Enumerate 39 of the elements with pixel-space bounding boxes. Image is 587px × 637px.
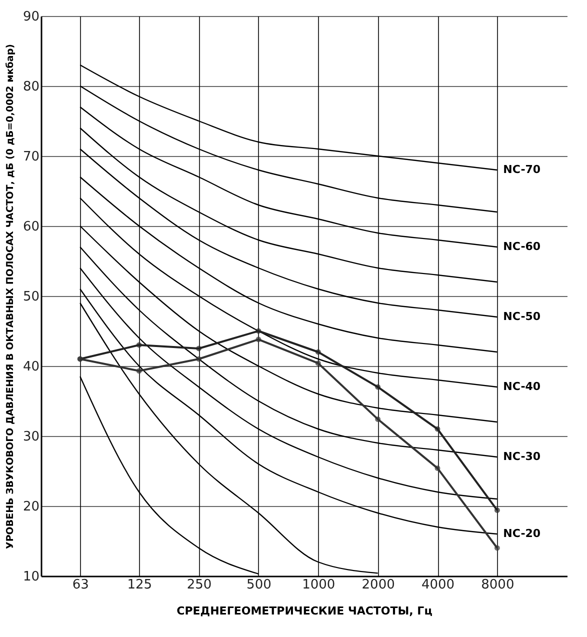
x-tick-label: 2000 — [362, 578, 395, 592]
point — [196, 346, 202, 352]
series-label: NC-70 — [503, 163, 541, 176]
x-tick-label: 250 — [186, 578, 212, 592]
y-tick-label: 80 — [22, 80, 40, 94]
y-tick-label: 60 — [22, 220, 40, 234]
point — [256, 328, 262, 334]
y-tick-label: 30 — [22, 430, 40, 444]
x-tick-label: 4000 — [421, 578, 455, 592]
series-label: NC-40 — [503, 380, 541, 393]
point — [494, 545, 500, 551]
point — [315, 349, 321, 355]
point — [494, 507, 500, 513]
x-tick-label: 63 — [72, 578, 89, 592]
y-tick-label: 90 — [22, 10, 40, 24]
point — [375, 384, 381, 390]
y-tick-label: 20 — [22, 500, 40, 514]
series-label: NC-60 — [503, 240, 541, 253]
y-tick-label: 50 — [22, 290, 40, 304]
y-tick-label: 70 — [22, 150, 40, 164]
series-label: NC-20 — [503, 527, 541, 540]
point — [256, 336, 262, 342]
y-tick-label: 10 — [22, 570, 40, 584]
x-tick-label: 500 — [246, 578, 272, 592]
point — [434, 426, 440, 432]
point — [136, 342, 142, 348]
point — [315, 360, 321, 366]
x-tick-label: 125 — [127, 578, 152, 592]
x-axis-title: СРЕДНЕГЕОМЕТРИЧЕСКИЕ ЧАСТОТЫ, Гц — [176, 604, 432, 618]
series-label: NC-30 — [503, 450, 541, 463]
point — [434, 465, 440, 471]
series-label: NC-50 — [503, 310, 541, 323]
y-axis-title: УРОВЕНЬ ЗВУКОВОГО ДАВЛЕНИЯ В ОКТАВНЫХ ПОЛОСАХ ЧАСТОТ, дБ (0 дБ=0,0002 мкбар) — [4, 44, 16, 549]
y-tick-label: 40 — [22, 360, 40, 374]
point — [375, 416, 381, 422]
x-tick-label: 8000 — [481, 578, 514, 592]
point — [136, 368, 142, 374]
x-tick-label: 1000 — [302, 578, 336, 592]
point — [196, 356, 202, 362]
